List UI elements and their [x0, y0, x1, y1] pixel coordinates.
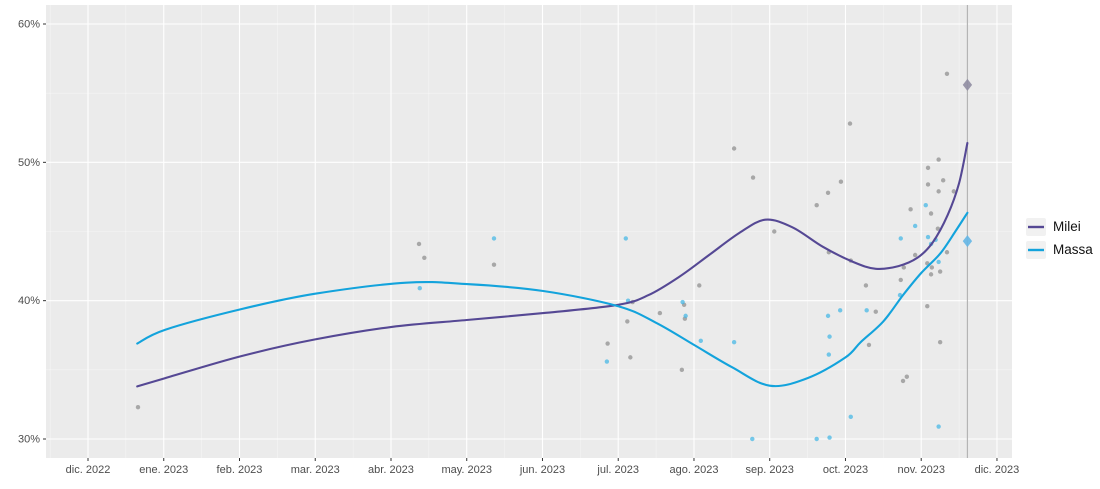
- y-tick-label: 40%: [18, 295, 40, 307]
- scatter-massa: [417, 203, 941, 442]
- poll-point-massa: [923, 203, 928, 208]
- poll-point-milei: [416, 241, 422, 247]
- poll-point-milei: [772, 229, 777, 234]
- poll-point-milei: [925, 165, 931, 171]
- trend-line-milei: [136, 141, 969, 388]
- poll-point-massa: [826, 352, 832, 357]
- poll-point-milei: [904, 374, 910, 379]
- poll-point-massa: [837, 308, 843, 313]
- poll-point-milei: [936, 157, 941, 162]
- legend-item-massa: Massa: [1026, 239, 1093, 260]
- poll-point-massa: [731, 339, 737, 345]
- x-tick-label: ene. 2023: [139, 464, 188, 476]
- poll-point-milei: [697, 283, 702, 288]
- poll-point-milei: [912, 252, 918, 258]
- trend-line-massa: [136, 211, 969, 388]
- poll-point-massa: [417, 286, 422, 291]
- poll-point-milei: [657, 310, 663, 316]
- poll-point-massa: [827, 435, 832, 440]
- poll-point-massa: [604, 359, 610, 364]
- poll-point-milei: [838, 179, 844, 184]
- poll-point-milei: [866, 342, 872, 348]
- x-tick-label: feb. 2023: [217, 464, 263, 476]
- legend-key-line-massa: [1026, 240, 1046, 259]
- poll-point-milei: [873, 309, 878, 314]
- poll-point-milei: [928, 211, 934, 216]
- poll-point-massa: [864, 308, 869, 313]
- poll-point-massa: [814, 436, 819, 442]
- poll-point-milei: [422, 255, 427, 260]
- poll-point-massa: [827, 334, 832, 339]
- election-result-milei: [962, 78, 973, 91]
- poll-point-milei: [928, 272, 934, 277]
- poll-point-massa: [848, 414, 853, 420]
- x-tick-label: jun. 2023: [519, 464, 565, 476]
- poll-point-massa: [936, 424, 941, 429]
- poll-point-milei: [925, 303, 930, 309]
- y-tick-label: 30%: [18, 433, 40, 445]
- scatter-milei: [135, 71, 956, 410]
- poll-point-milei: [731, 146, 737, 151]
- y-tick-label: 60%: [18, 19, 40, 31]
- x-tick-label: sep. 2023: [746, 464, 794, 476]
- poll-point-milei: [944, 250, 950, 255]
- poll-point-massa: [936, 259, 941, 265]
- legend: Milei Massa: [1026, 216, 1093, 260]
- poll-point-milei: [679, 367, 685, 373]
- x-tick-label: ago. 2023: [670, 464, 719, 476]
- poll-point-massa: [925, 234, 931, 240]
- election-result-massa: [962, 235, 973, 248]
- legend-label-milei: Milei: [1053, 219, 1081, 234]
- legend-label-massa: Massa: [1053, 242, 1093, 257]
- poll-point-milei: [944, 71, 950, 76]
- poll-point-milei: [901, 265, 906, 270]
- poll-point-massa: [680, 299, 685, 305]
- poll-point-massa: [898, 236, 903, 241]
- x-tick-label: dic. 2022: [66, 464, 111, 476]
- poll-point-massa: [912, 223, 918, 229]
- legend-key-line-milei: [1026, 217, 1046, 236]
- plot-layers: [46, 5, 1012, 458]
- poll-point-milei: [900, 378, 906, 384]
- y-tick-label: 50%: [18, 157, 40, 169]
- poll-point-milei: [937, 339, 943, 345]
- poll-point-milei: [750, 175, 756, 180]
- poll-point-massa: [825, 313, 831, 319]
- poll-point-massa: [698, 338, 703, 343]
- poll-point-milei: [936, 189, 941, 194]
- x-tick-label: may. 2023: [441, 464, 492, 476]
- poll-point-milei: [825, 190, 831, 195]
- poll-point-milei: [814, 203, 819, 208]
- poll-point-milei: [940, 178, 946, 183]
- poll-point-milei: [135, 404, 141, 410]
- poll-point-milei: [898, 277, 903, 283]
- poll-point-milei: [937, 269, 943, 274]
- x-tick-label: abr. 2023: [368, 464, 414, 476]
- x-tick-label: oct. 2023: [823, 464, 868, 476]
- poll-point-massa: [750, 436, 755, 442]
- poll-point-milei: [863, 283, 869, 288]
- poll-point-milei: [951, 189, 956, 194]
- legend-item-milei: Milei: [1026, 216, 1093, 237]
- poll-point-milei: [929, 265, 935, 270]
- poll-point-milei: [908, 207, 913, 212]
- poll-point-milei: [605, 341, 610, 346]
- poll-point-milei: [491, 262, 497, 267]
- x-tick-label: mar. 2023: [291, 464, 340, 476]
- poll-point-massa: [491, 236, 497, 241]
- poll-point-milei: [847, 121, 853, 126]
- poll-point-milei: [925, 182, 931, 187]
- x-tick-label: dic. 2023: [975, 464, 1020, 476]
- poll-point-milei: [935, 226, 941, 231]
- x-tick-label: jul. 2023: [596, 464, 639, 476]
- poll-point-massa: [683, 313, 688, 319]
- x-tick-label: nov. 2023: [897, 464, 945, 476]
- poll-point-massa: [623, 236, 629, 241]
- poll-point-milei: [628, 355, 633, 360]
- poll-point-milei: [625, 319, 630, 324]
